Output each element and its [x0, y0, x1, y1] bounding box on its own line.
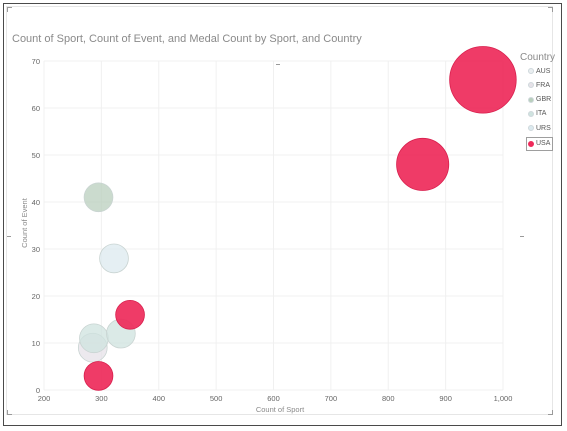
x-tick-label: 400 — [152, 394, 165, 403]
legend-item-urs[interactable]: URS — [528, 122, 551, 134]
resize-handle-top-right[interactable] — [548, 7, 553, 12]
y-tick-label: 30 — [32, 245, 40, 254]
x-tick-label: 1,000 — [494, 394, 513, 403]
legend-item-gbr[interactable]: GBR — [528, 94, 551, 106]
y-tick-label: 20 — [32, 292, 40, 301]
bubbles — [77, 46, 517, 391]
resize-handle-bottom-left[interactable] — [7, 410, 12, 415]
bubble-usa[interactable] — [115, 299, 145, 330]
x-tick-label: 800 — [382, 394, 395, 403]
x-tick-label: 200 — [38, 394, 51, 403]
resize-handle-left[interactable] — [7, 236, 11, 237]
legend-marker-icon — [528, 140, 534, 147]
chart-title: Count of Sport, Count of Event, and Meda… — [12, 33, 362, 45]
x-axis-title: Count of Sport — [256, 405, 305, 414]
y-tick-label: 10 — [32, 339, 40, 348]
legend-marker-icon — [528, 68, 534, 74]
legend-label: FRA — [536, 81, 550, 89]
legend-item-aus[interactable]: AUS — [528, 65, 550, 77]
legend-label: GBR — [536, 96, 552, 104]
y-tick-label: 0 — [36, 386, 40, 395]
x-tick-label: 600 — [267, 394, 280, 403]
resize-handle-right[interactable] — [520, 236, 524, 237]
y-tick-label: 70 — [32, 57, 40, 66]
legend-item-fra[interactable]: FRA — [528, 79, 550, 91]
legend-item-usa[interactable]: USA — [526, 136, 554, 151]
resize-handle-top-left[interactable] — [7, 7, 12, 12]
legend-label: AUS — [536, 67, 551, 75]
resize-handle-bottom-right[interactable] — [548, 410, 553, 415]
legend-marker-icon — [528, 82, 534, 89]
legend-label: ITA — [536, 110, 547, 118]
bubble-urs[interactable] — [99, 243, 129, 274]
legend-marker-icon — [528, 110, 534, 117]
bubble-usa[interactable] — [83, 361, 114, 391]
x-tick-label: 500 — [210, 394, 223, 403]
tick-labels: 200 300 400 500 600 700 800 900 1,000 0 10 20 30 40 50… — [32, 57, 513, 403]
bubble-usa[interactable] — [396, 137, 450, 191]
legend-label: USA — [536, 140, 551, 147]
bubble-usa[interactable] — [449, 46, 517, 114]
legend-title: Country — [520, 52, 556, 63]
x-tick-label: 900 — [439, 394, 452, 403]
bubble-gbr[interactable] — [83, 182, 114, 213]
y-tick-label: 50 — [32, 151, 40, 160]
y-tick-label: 40 — [32, 198, 40, 207]
x-tick-label: 300 — [95, 394, 108, 403]
bubble-ita[interactable] — [79, 323, 109, 354]
legend-label: URS — [536, 124, 551, 132]
legend-marker-icon — [528, 96, 534, 103]
y-axis-title: Count of Event — [20, 197, 29, 248]
legend-item-ita[interactable]: ITA — [528, 108, 546, 120]
resize-handle-top[interactable] — [276, 64, 280, 65]
x-tick-label: 700 — [325, 394, 338, 403]
y-tick-label: 60 — [32, 104, 40, 113]
legend-marker-icon — [528, 125, 534, 132]
